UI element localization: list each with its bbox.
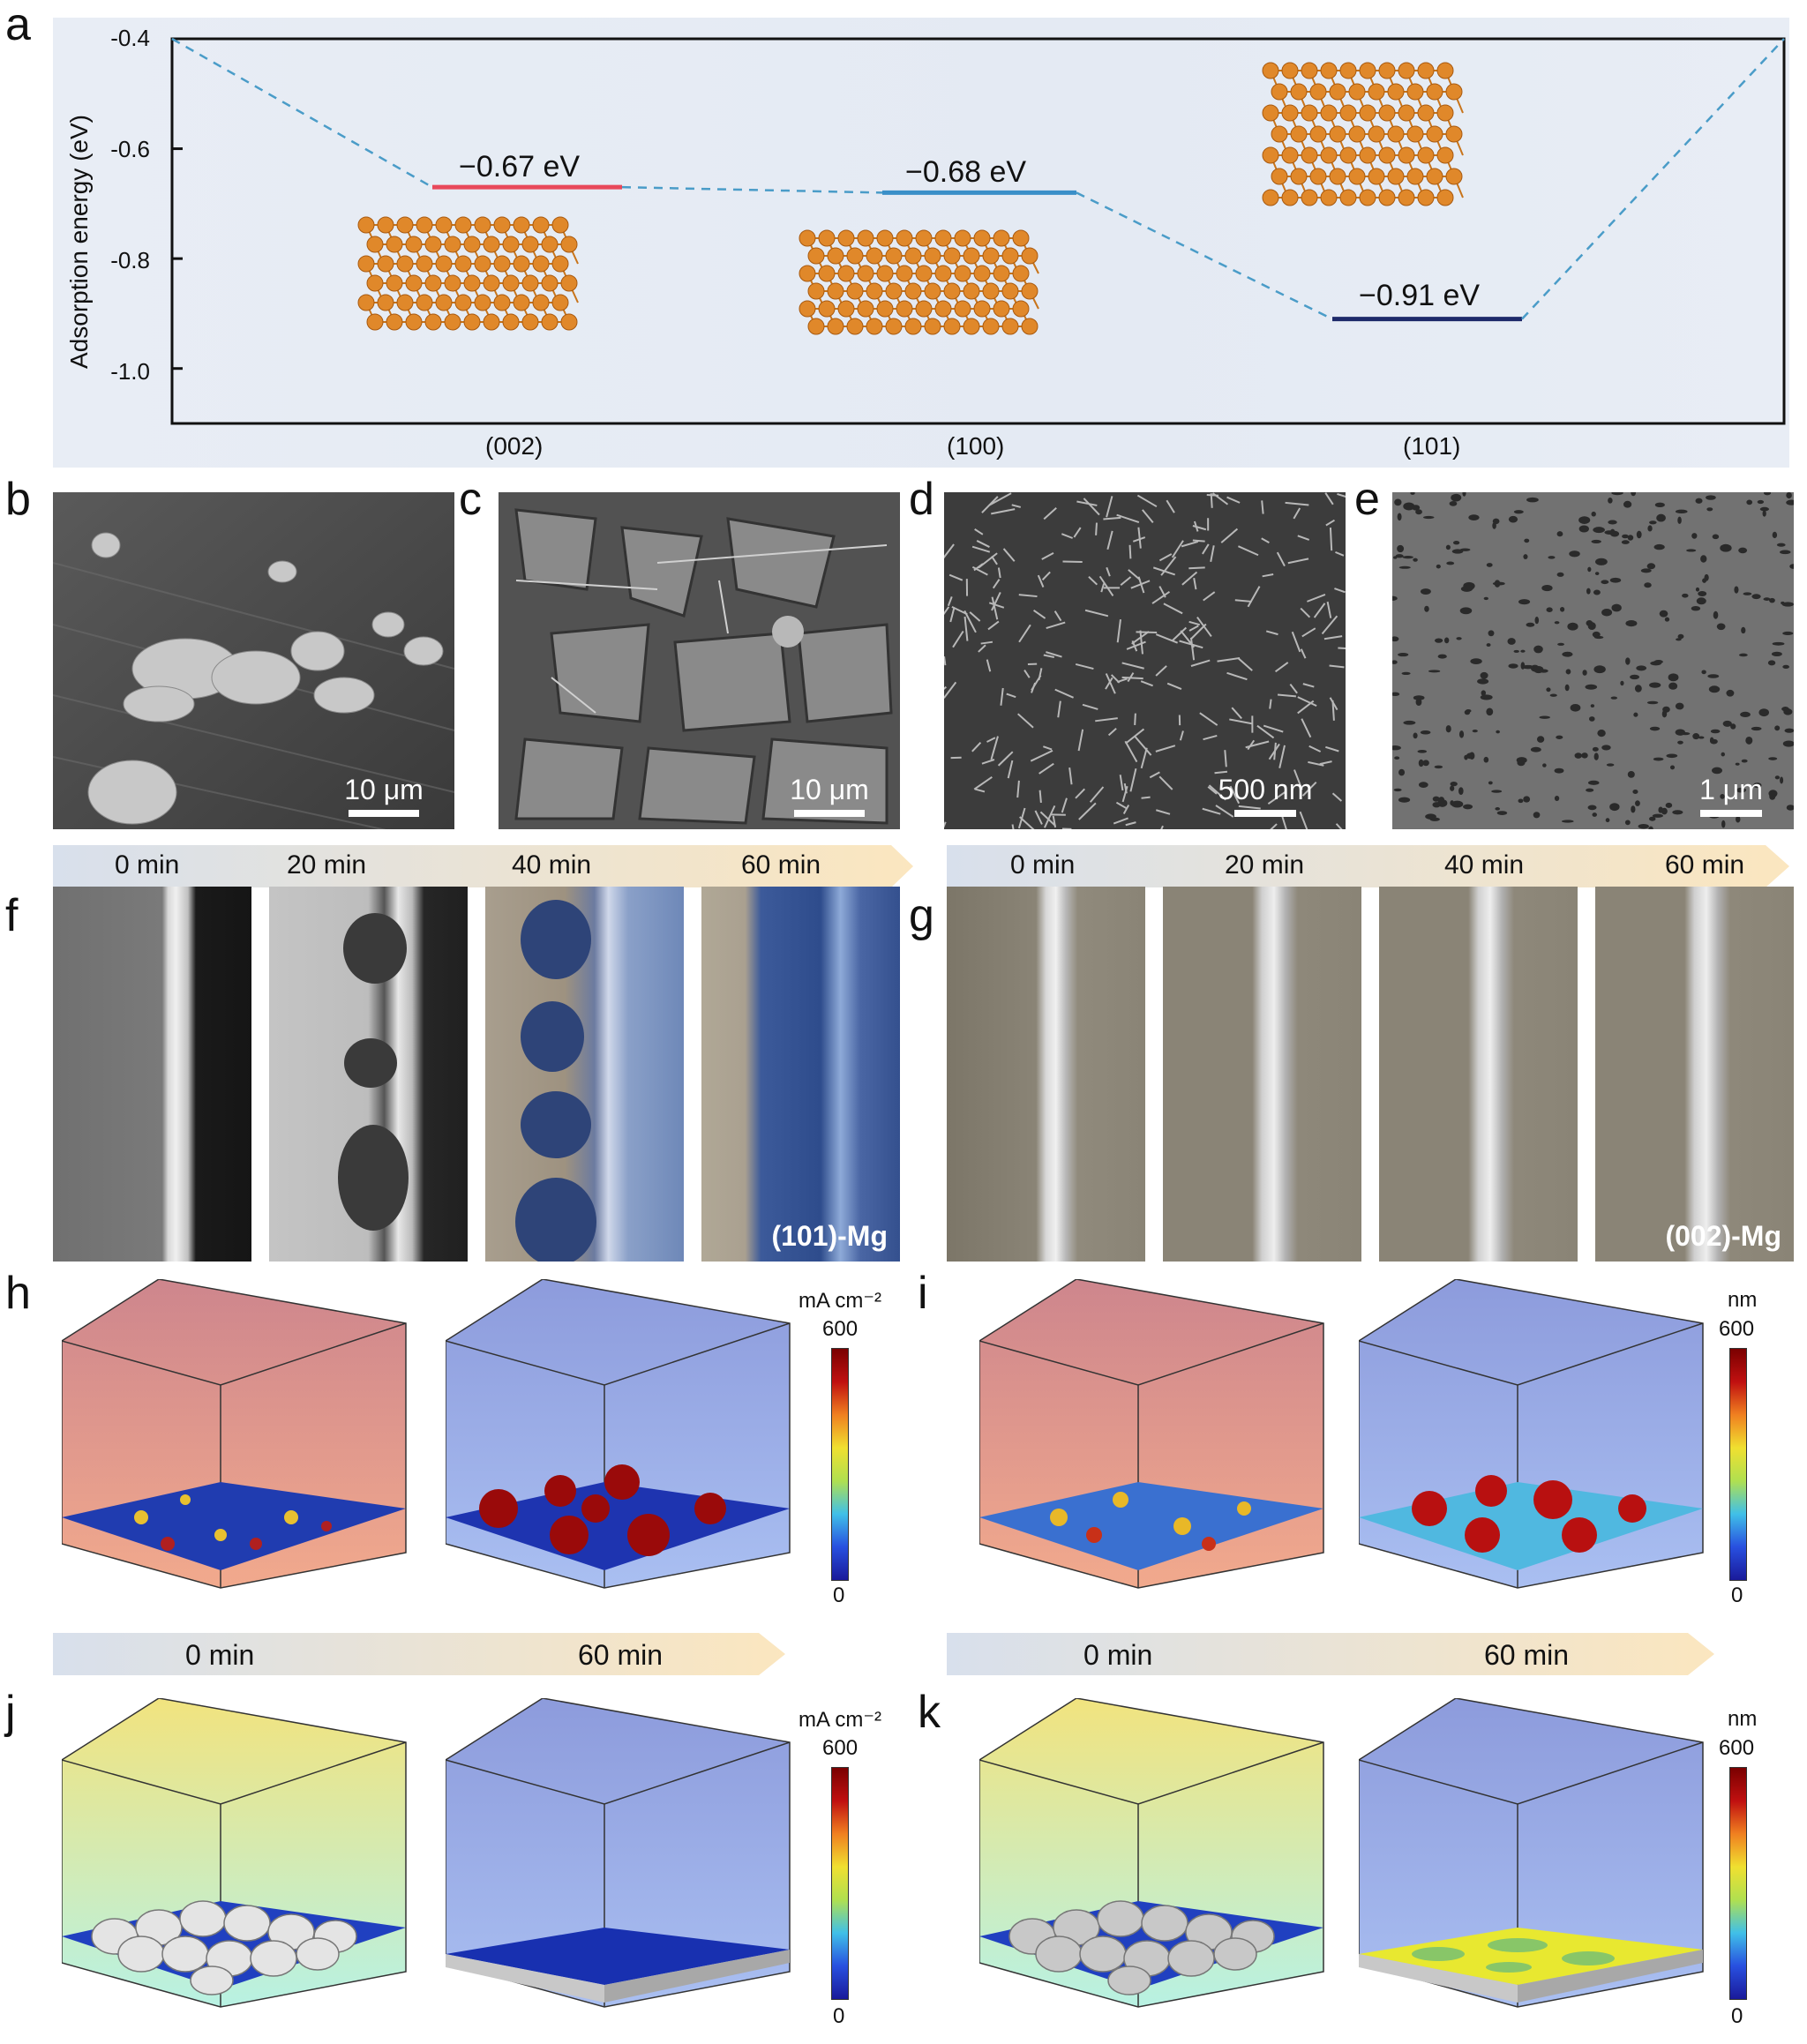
colorbar-unit-k: nm [1728, 1707, 1758, 1731]
panel-label-c: c [459, 474, 482, 525]
scale-bar-c: 10 μm [776, 774, 882, 817]
photo-g-20min [1163, 887, 1361, 1262]
panel-label-h: h [5, 1268, 31, 1319]
timeline-arrow-hj [53, 1633, 785, 1675]
atom-cluster [357, 216, 579, 331]
time-label: 40 min [512, 850, 592, 880]
sim-box-h-0min [62, 1279, 407, 1589]
energy-plot [170, 37, 1786, 425]
sim-box-h-60min [446, 1279, 791, 1589]
panel-label-a: a [5, 0, 31, 50]
y-tick-label: -1.0 [110, 358, 150, 385]
colorbar-k [1729, 1767, 1747, 2000]
panel-label-k: k [918, 1687, 941, 1738]
time-label: 60 min [741, 850, 821, 880]
time-label: 0 min [1010, 850, 1076, 880]
colorbar-h [831, 1348, 849, 1581]
x-category-label: (101) [1403, 432, 1461, 460]
y-tick-label: -0.8 [110, 247, 150, 273]
panel-label-i: i [918, 1268, 928, 1319]
sem-image-d: 500 nm [944, 492, 1346, 829]
scale-label: 1 μm [1699, 774, 1763, 805]
connector-line [171, 37, 433, 189]
atom-cluster [1262, 62, 1464, 206]
photo-f-40min [485, 887, 684, 1262]
y-tick-label: -0.4 [110, 25, 150, 51]
photo-g-0min [947, 887, 1145, 1262]
photo-f-0min [53, 887, 251, 1262]
photo-tag-g: (002)-Mg [1665, 1220, 1781, 1252]
value-label: −0.91 eV [1359, 279, 1481, 312]
connector-line [1076, 191, 1333, 320]
time-label: 20 min [1225, 850, 1305, 880]
time-label: 0 min [185, 1639, 255, 1671]
colorbar-min-h: 0 [833, 1584, 845, 1607]
x-category-label: (002) [485, 432, 544, 460]
sim-box-i-60min [1359, 1279, 1704, 1589]
time-label: 0 min [115, 850, 180, 880]
photo-g-40min [1379, 887, 1578, 1262]
time-label: 60 min [1665, 850, 1745, 880]
colorbar-max-h: 600 [822, 1317, 859, 1341]
colorbar-min-i: 0 [1731, 1584, 1743, 1607]
connector-line [1521, 38, 1785, 320]
scale-bar-d: 500 nm [1199, 774, 1331, 817]
value-label: −0.67 eV [459, 150, 581, 183]
colorbar-j [831, 1767, 849, 2000]
photo-tag-f: (101)-Mg [771, 1220, 888, 1252]
sem-image-b: 10 μm [53, 492, 454, 829]
colorbar-unit-j: mA cm⁻² [799, 1708, 881, 1732]
colorbar-min-k: 0 [1731, 2004, 1743, 2028]
panel-label-j: j [5, 1687, 16, 1738]
time-label: 40 min [1444, 850, 1525, 880]
photo-g-60min: (002)-Mg [1595, 887, 1794, 1262]
sem-image-e: 1 μm [1392, 492, 1794, 829]
colorbar-unit-i: nm [1728, 1288, 1758, 1312]
y-tick-label: -0.6 [110, 136, 150, 162]
plot-frame [170, 37, 1786, 425]
colorbar-max-j: 600 [822, 1736, 859, 1760]
timeline-arrow-g [947, 845, 1789, 887]
sim-box-k-60min [1359, 1698, 1704, 2008]
scale-label: 10 μm [344, 774, 424, 805]
sim-box-j-60min [446, 1698, 791, 2008]
connector-line [621, 185, 883, 194]
panel-label-g: g [909, 890, 934, 941]
colorbar-max-i: 600 [1719, 1317, 1755, 1341]
panel-label-d: d [909, 474, 934, 525]
colorbar-i [1729, 1348, 1747, 1581]
sim-box-i-0min [979, 1279, 1324, 1589]
panel-label-b: b [5, 474, 31, 525]
scale-bar-b: 10 μm [331, 774, 437, 817]
atom-cluster [799, 229, 1039, 335]
time-label: 20 min [287, 850, 367, 880]
photo-f-20min [269, 887, 468, 1262]
timeline-arrow-ik [947, 1633, 1714, 1675]
sim-box-k-0min [979, 1698, 1324, 2008]
scale-label: 10 μm [790, 774, 869, 805]
time-label: 0 min [1083, 1639, 1153, 1671]
scale-label: 500 nm [1218, 774, 1313, 805]
colorbar-max-k: 600 [1719, 1736, 1755, 1760]
value-label: −0.68 eV [905, 155, 1027, 189]
photo-f-60min: (101)-Mg [701, 887, 900, 1262]
timeline-arrow-f [53, 845, 913, 887]
sem-image-c: 10 μm [499, 492, 900, 829]
panel-label-f: f [5, 890, 19, 941]
scale-bar-e: 1 μm [1683, 774, 1780, 817]
sim-box-j-0min [62, 1698, 407, 2008]
time-label: 60 min [1484, 1639, 1570, 1671]
panel-label-e: e [1354, 474, 1380, 525]
colorbar-unit-h: mA cm⁻² [799, 1289, 881, 1313]
colorbar-min-j: 0 [833, 2004, 845, 2028]
x-category-label: (100) [947, 432, 1005, 460]
time-label: 60 min [578, 1639, 664, 1671]
